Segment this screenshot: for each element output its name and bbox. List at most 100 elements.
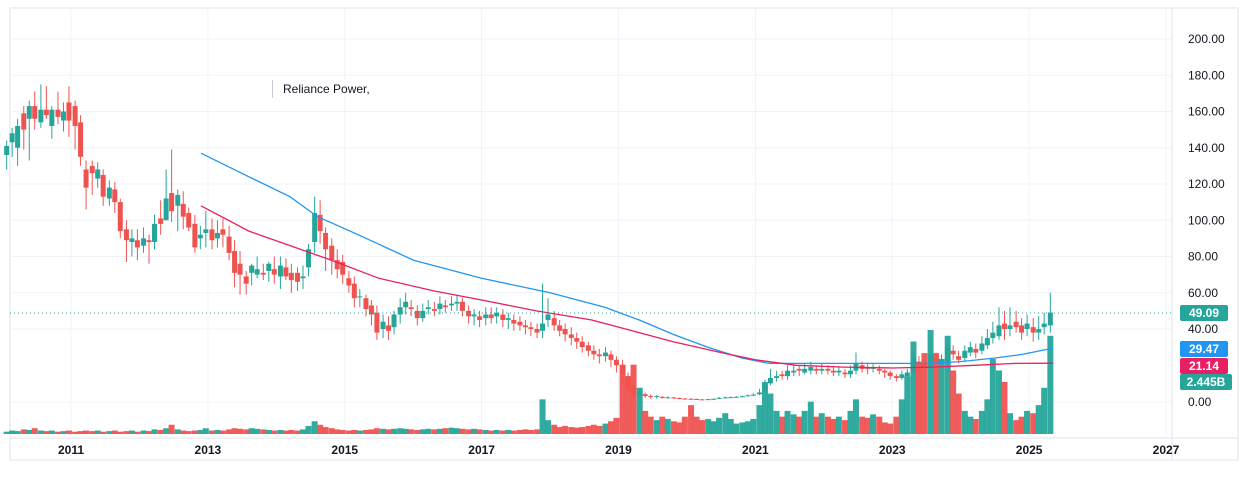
candle-body <box>397 307 403 315</box>
candle-body <box>568 334 574 339</box>
volume-bar <box>265 429 272 434</box>
candle <box>454 294 460 311</box>
volume-bar <box>231 428 238 434</box>
volume-bar <box>248 428 255 434</box>
volume-bar <box>842 420 849 434</box>
candle-body <box>78 122 84 157</box>
candle-body <box>277 265 283 277</box>
candle-body <box>887 372 893 377</box>
volume-bar <box>294 430 301 434</box>
candle <box>283 258 289 281</box>
candle <box>425 300 431 315</box>
candle <box>625 372 631 393</box>
candle-body <box>488 314 494 319</box>
candle-body <box>192 223 198 248</box>
volume-bar <box>847 410 854 434</box>
candle-body <box>1019 325 1025 333</box>
volume-bar <box>625 376 632 434</box>
volume-bar <box>305 425 312 434</box>
volume-bar <box>681 416 688 434</box>
ma-fast-line <box>200 152 1054 365</box>
candle <box>151 214 157 250</box>
volume-bar <box>807 401 814 434</box>
candle-body <box>403 301 409 308</box>
volume-bar <box>596 425 603 434</box>
candle <box>511 314 517 331</box>
volume-bar <box>796 416 803 434</box>
candle-body <box>534 329 540 333</box>
candle <box>471 309 477 326</box>
volume-bar <box>317 424 324 434</box>
candle <box>505 312 511 329</box>
candle <box>819 363 825 375</box>
candle <box>254 256 260 279</box>
candle <box>1001 310 1007 340</box>
candle-body <box>1013 321 1019 328</box>
volume-bar <box>818 413 825 434</box>
volume-bar <box>613 417 620 434</box>
volume-bar <box>527 429 534 434</box>
volume-bar <box>545 420 552 434</box>
y-tick-label: 200.00 <box>1188 32 1225 46</box>
volume-bar <box>927 330 934 434</box>
candle <box>209 218 215 250</box>
candle <box>214 220 220 248</box>
candle-body <box>962 350 968 358</box>
volume-bar <box>345 430 352 434</box>
candle <box>112 182 118 213</box>
candle <box>654 395 660 399</box>
candle <box>123 220 129 262</box>
volume-bar <box>870 414 877 434</box>
candle-body <box>876 368 882 371</box>
candle <box>865 363 871 375</box>
volume-bar <box>197 429 204 434</box>
candle <box>295 267 301 291</box>
candle-body <box>483 314 489 319</box>
candle <box>613 356 619 373</box>
candle <box>979 336 985 355</box>
candle-body <box>511 319 517 324</box>
candle-body <box>659 396 665 398</box>
candle-body <box>89 165 95 174</box>
candle-body <box>351 283 357 299</box>
candle <box>197 225 203 250</box>
candle-body <box>910 358 916 373</box>
volume-bar <box>636 387 643 434</box>
candle-body <box>134 240 140 248</box>
volume-bar <box>219 430 226 434</box>
candle-body <box>648 396 654 398</box>
candle <box>78 115 84 166</box>
volume-bar <box>915 364 922 434</box>
candle-body <box>739 396 745 398</box>
y-tick-label: 40.00 <box>1188 322 1218 336</box>
candle <box>4 140 10 170</box>
candle <box>694 398 700 400</box>
candle <box>893 374 899 382</box>
candle <box>494 307 500 324</box>
volume-bar <box>773 410 780 434</box>
volume-bar <box>288 429 295 434</box>
candle-body <box>95 169 101 179</box>
volume-bar <box>459 428 466 434</box>
volume-bar <box>984 399 991 434</box>
volume-bar <box>100 431 107 434</box>
candle <box>705 398 711 401</box>
volume-bar <box>961 410 968 434</box>
volume-bar <box>482 429 489 434</box>
volume-bar <box>163 428 170 434</box>
volume-bar <box>94 430 101 434</box>
candle <box>169 149 175 223</box>
volume-bar <box>128 430 135 434</box>
candle-body <box>996 325 1002 337</box>
candle-body <box>671 397 677 399</box>
candle <box>180 191 186 230</box>
candle-body <box>363 298 369 310</box>
volume-bar <box>716 417 723 434</box>
candle-body <box>728 397 734 399</box>
volume-bar <box>368 429 375 434</box>
candle <box>43 86 49 119</box>
volume-bar <box>698 420 705 434</box>
candle-body <box>391 314 397 328</box>
